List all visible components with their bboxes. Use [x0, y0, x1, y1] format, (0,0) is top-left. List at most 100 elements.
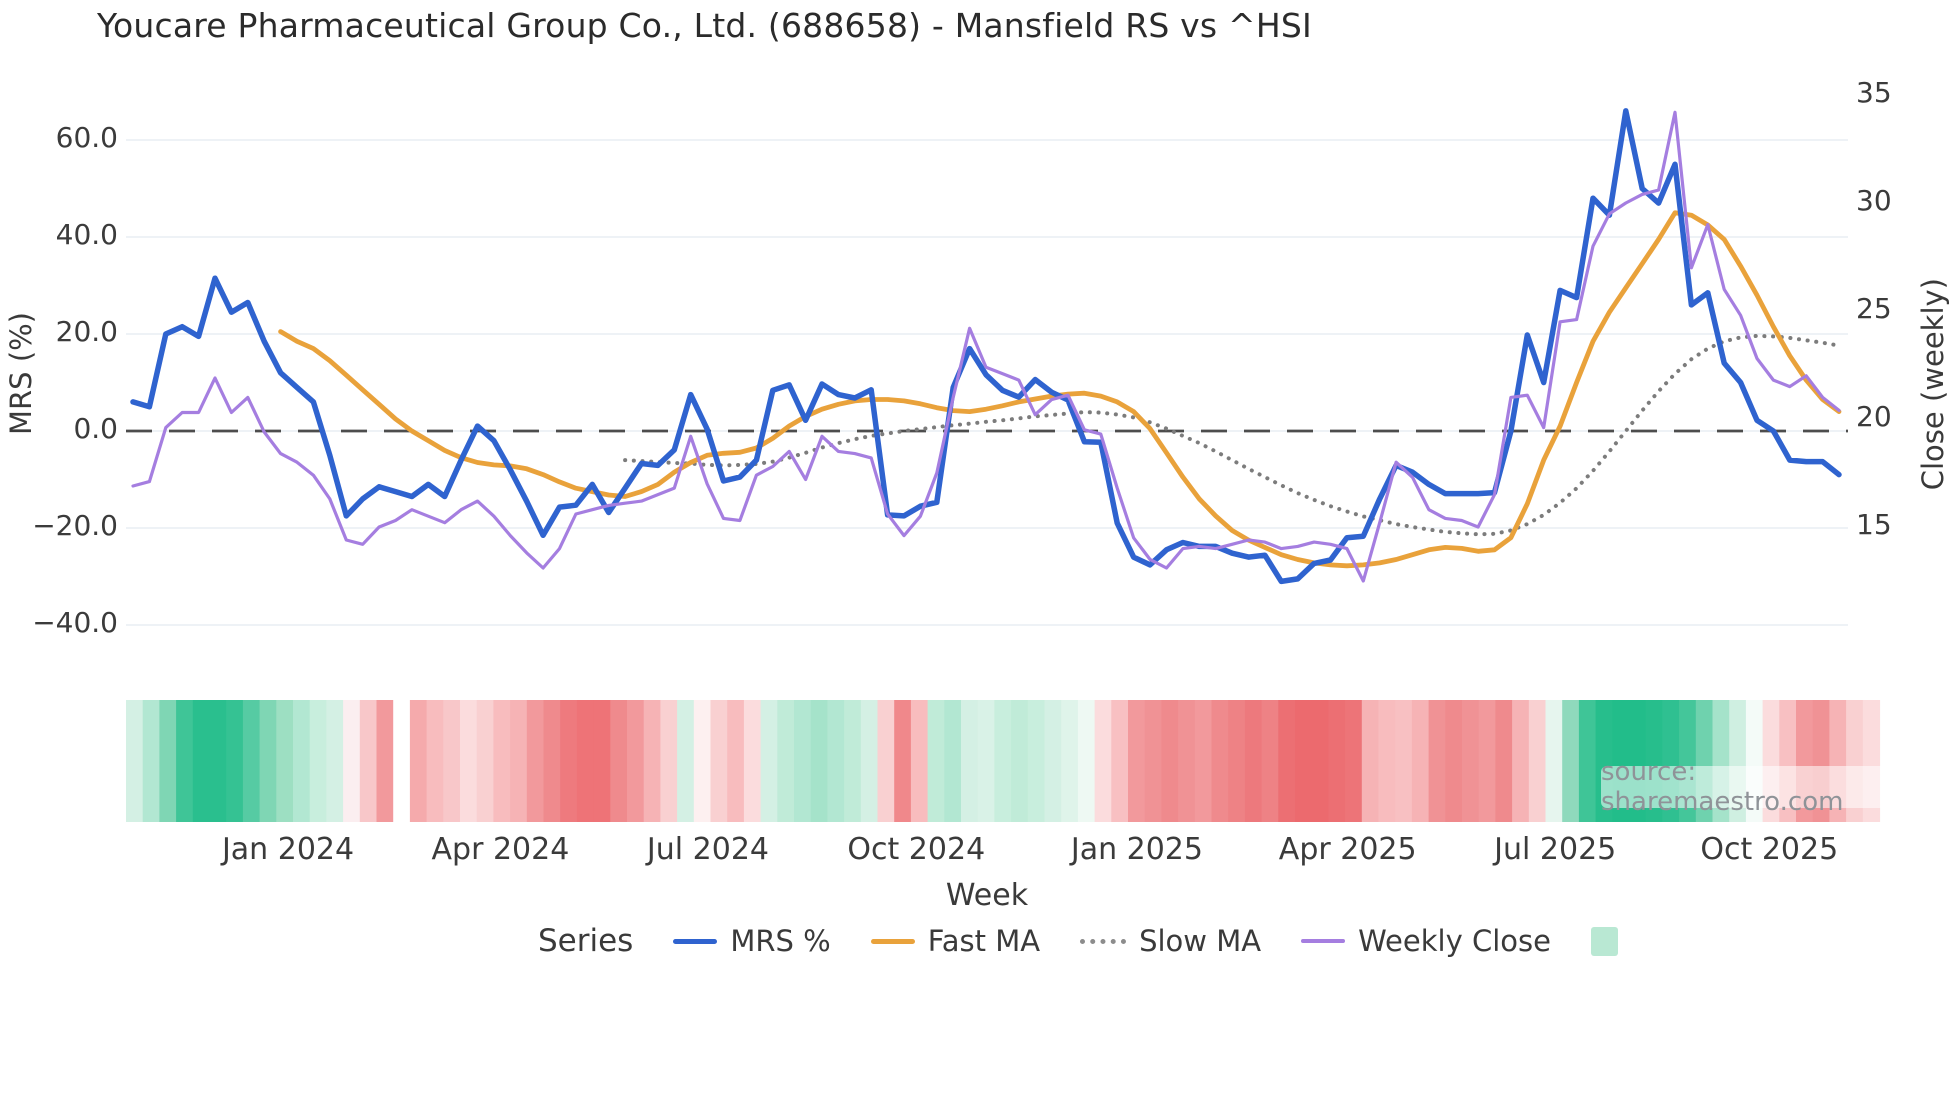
heatmap-cell — [526, 700, 545, 822]
heatmap-cell — [176, 700, 194, 822]
heatmap-cell — [1278, 700, 1296, 822]
heatmap-cell — [1178, 700, 1196, 822]
legend-item-mrs-: MRS % — [673, 924, 831, 958]
heatmap-cell — [192, 700, 211, 822]
line-swatch-icon — [673, 938, 718, 944]
heatmap-cell — [1562, 700, 1580, 822]
heatmap-cell — [610, 700, 628, 822]
heatmap-cell — [326, 700, 344, 822]
watermark-text: source: sharemaestro.com — [1601, 757, 1844, 817]
heatmap-cell — [142, 700, 160, 822]
heatmap-cell — [1378, 700, 1396, 822]
heatmap-cell — [376, 700, 394, 822]
heatmap-cell — [1528, 700, 1547, 822]
heatmap-cell — [1128, 700, 1146, 822]
heatmap-cell — [677, 700, 695, 822]
left-tick-label: 60.0 — [55, 121, 118, 154]
legend-item-label: Slow MA — [1139, 924, 1262, 958]
dotted-line-swatch-icon — [1080, 938, 1127, 944]
heatmap-cell — [1194, 700, 1213, 822]
heatmap-cell — [1094, 700, 1112, 822]
heatmap-cell — [844, 700, 862, 822]
heatmap-cell — [1144, 700, 1162, 822]
heatmap-cell — [476, 700, 494, 822]
legend-item-label: MRS % — [730, 924, 831, 958]
heatmap-cell — [944, 700, 962, 822]
heatmap-cell — [1211, 700, 1229, 822]
line-swatch-icon — [1301, 939, 1346, 943]
heatmap-cell — [460, 700, 478, 822]
heatmap-swatch-icon — [1590, 926, 1618, 956]
heatmap-cell — [209, 700, 227, 822]
heatmap-cell — [743, 700, 762, 822]
chart-title: Youcare Pharmaceutical Group Co., Ltd. (… — [97, 6, 1312, 45]
heatmap-cell — [259, 700, 277, 822]
heatmap-cell — [593, 700, 611, 822]
heatmap-cell — [1445, 700, 1463, 822]
series-line-weekly-close — [131, 110, 1841, 583]
watermark-box: source: sharemaestro.com — [1601, 757, 1932, 817]
x-tick-label: Jul 2024 — [646, 832, 769, 867]
heatmap-cell — [927, 700, 945, 822]
right-tick-label: 35 — [1856, 76, 1892, 109]
right-axis-label: Close (weekly) — [1916, 278, 1950, 491]
heatmap-cell — [860, 700, 879, 822]
x-tick-label: Apr 2024 — [431, 832, 570, 867]
heatmap-cell — [727, 700, 745, 822]
legend-item-label: Weekly Close — [1358, 924, 1551, 958]
heatmap-cell — [293, 700, 311, 822]
left-tick-label: −40.0 — [32, 606, 118, 639]
heatmap-cell — [1411, 700, 1430, 822]
heatmap-cell — [1111, 700, 1129, 822]
left-tick-label: 40.0 — [55, 218, 118, 251]
heatmap-cell — [359, 700, 378, 822]
heatmap-cell — [1512, 700, 1530, 822]
right-tick-label: 20 — [1856, 400, 1892, 433]
heatmap-cell — [343, 700, 361, 822]
heatmap-cell — [760, 700, 778, 822]
heatmap-cell — [894, 700, 912, 822]
heatmap-cell — [710, 700, 728, 822]
heatmap-cell — [1428, 700, 1446, 822]
heatmap-cell — [1011, 700, 1029, 822]
heatmap-cell — [693, 700, 712, 822]
heatmap-cell — [877, 700, 895, 822]
heatmap-cell — [1395, 700, 1413, 822]
heatmap-cell — [510, 700, 528, 822]
heatmap-cell — [426, 700, 444, 822]
heatmap-cell — [276, 700, 294, 822]
heatmap-cell — [994, 700, 1012, 822]
heatmap-cell — [1345, 700, 1363, 822]
heatmap-cell — [1311, 700, 1329, 822]
legend-title: Series — [538, 923, 634, 959]
heatmap-cell — [393, 700, 411, 822]
heatmap-cell — [576, 700, 595, 822]
heatmap-cell — [409, 700, 428, 822]
left-tick-label: −20.0 — [32, 509, 118, 542]
heatmap-cell — [1261, 700, 1279, 822]
heatmap-cell — [1478, 700, 1496, 822]
heatmap-cell — [443, 700, 461, 822]
heatmap-cell — [627, 700, 645, 822]
heatmap-cell — [1545, 700, 1563, 822]
heatmap-cell — [1361, 700, 1380, 822]
heatmap-cell — [1244, 700, 1263, 822]
heatmap-cell — [560, 700, 578, 822]
heatmap-cell — [1044, 700, 1062, 822]
heatmap-cell — [777, 700, 795, 822]
legend-item-heatmap-swatch — [1590, 926, 1618, 956]
heatmap-cell — [1161, 700, 1179, 822]
legend-item-fast-ma: Fast MA — [870, 924, 1040, 958]
heatmap-cell — [126, 700, 144, 822]
heatmap-cell — [159, 700, 177, 822]
series-line-mrs- — [130, 108, 1842, 585]
x-axis-label: Week — [945, 878, 1029, 913]
right-tick-label: 25 — [1856, 292, 1892, 325]
series-line-fast-ma — [278, 210, 1842, 569]
x-tick-label: Oct 2025 — [1700, 832, 1839, 867]
heatmap-cell — [660, 700, 678, 822]
x-tick-label: Jul 2025 — [1494, 832, 1617, 867]
heatmap-cell — [643, 700, 661, 822]
